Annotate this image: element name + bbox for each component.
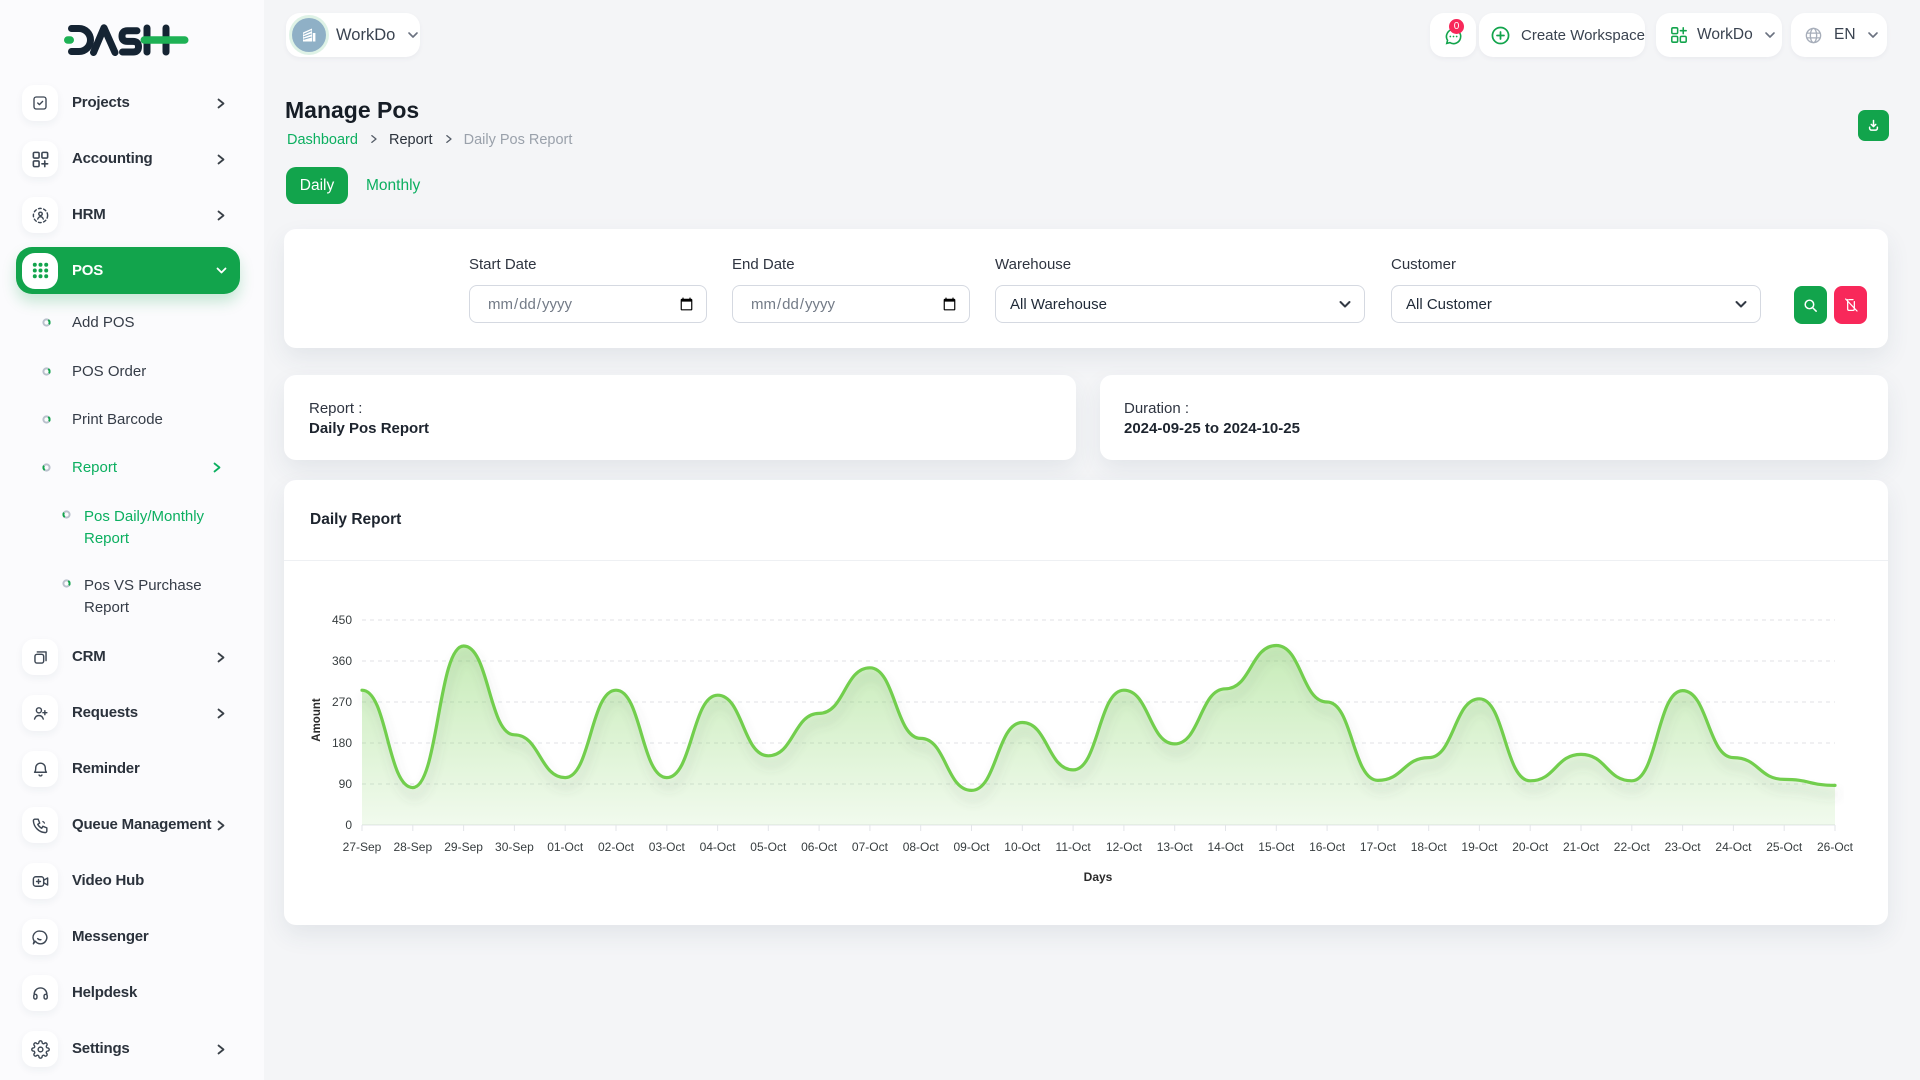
svg-text:22-Oct: 22-Oct [1614,840,1651,854]
svg-text:17-Oct: 17-Oct [1360,840,1397,854]
svg-text:Days: Days [1084,870,1113,884]
svg-text:01-Oct: 01-Oct [547,840,584,854]
svg-text:04-Oct: 04-Oct [700,840,737,854]
svg-text:08-Oct: 08-Oct [903,840,940,854]
svg-text:05-Oct: 05-Oct [750,840,787,854]
svg-text:10-Oct: 10-Oct [1004,840,1041,854]
svg-text:Amount: Amount [311,698,323,742]
svg-text:15-Oct: 15-Oct [1258,840,1295,854]
svg-text:270: 270 [332,695,352,709]
svg-text:90: 90 [339,777,353,791]
svg-text:23-Oct: 23-Oct [1665,840,1702,854]
svg-text:03-Oct: 03-Oct [649,840,686,854]
svg-text:180: 180 [332,736,352,750]
svg-text:0: 0 [345,818,352,832]
svg-text:21-Oct: 21-Oct [1563,840,1600,854]
svg-text:29-Sep: 29-Sep [444,840,483,854]
svg-text:27-Sep: 27-Sep [343,840,382,854]
svg-text:18-Oct: 18-Oct [1411,840,1448,854]
svg-text:06-Oct: 06-Oct [801,840,838,854]
svg-text:28-Sep: 28-Sep [393,840,432,854]
svg-text:19-Oct: 19-Oct [1461,840,1498,854]
svg-text:360: 360 [332,654,352,668]
svg-text:30-Sep: 30-Sep [495,840,534,854]
svg-text:09-Oct: 09-Oct [953,840,990,854]
svg-text:24-Oct: 24-Oct [1715,840,1752,854]
svg-text:02-Oct: 02-Oct [598,840,635,854]
svg-text:20-Oct: 20-Oct [1512,840,1549,854]
svg-text:26-Oct: 26-Oct [1817,840,1854,854]
svg-text:25-Oct: 25-Oct [1766,840,1803,854]
svg-text:11-Oct: 11-Oct [1056,840,1092,854]
svg-text:450: 450 [332,613,352,627]
svg-text:12-Oct: 12-Oct [1106,840,1143,854]
svg-text:07-Oct: 07-Oct [852,840,889,854]
svg-text:14-Oct: 14-Oct [1207,840,1244,854]
svg-text:16-Oct: 16-Oct [1309,840,1346,854]
svg-text:13-Oct: 13-Oct [1157,840,1194,854]
